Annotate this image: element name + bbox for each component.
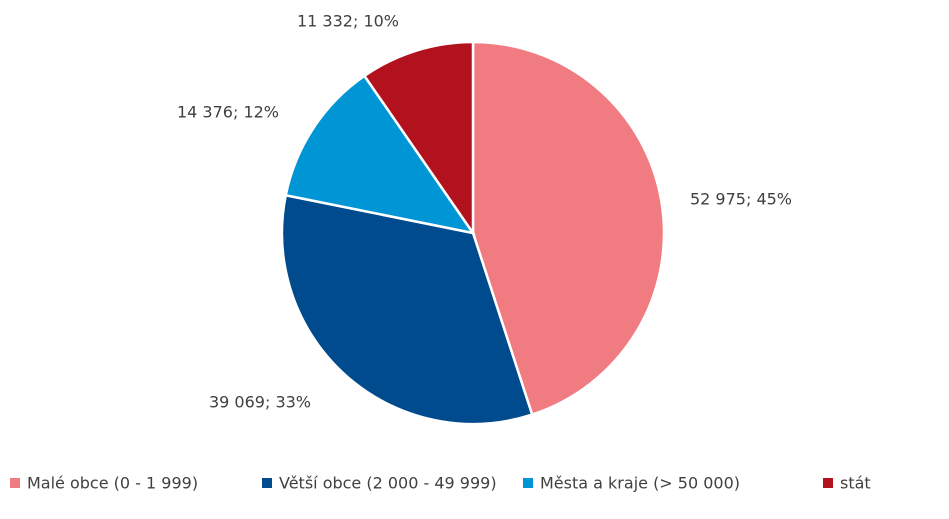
legend-label: Města a kraje (> 50 000) bbox=[540, 474, 740, 493]
data-label: 14 376; 12% bbox=[177, 103, 279, 122]
pie-slice bbox=[284, 74, 476, 235]
legend-swatch bbox=[262, 478, 272, 488]
data-label: 52 975; 45% bbox=[690, 190, 792, 209]
legend-label: stát bbox=[840, 474, 871, 493]
pie-slice bbox=[471, 40, 666, 417]
pie-slice bbox=[280, 193, 534, 426]
data-label: 11 332; 10% bbox=[297, 12, 399, 31]
legend-swatch bbox=[823, 478, 833, 488]
data-label: 39 069; 33% bbox=[209, 393, 311, 412]
legend-swatch bbox=[10, 478, 20, 488]
pie-slice bbox=[362, 40, 475, 238]
legend-label: Malé obce (0 - 1 999) bbox=[27, 474, 198, 493]
legend-swatch bbox=[523, 478, 533, 488]
legend-label: Větší obce (2 000 - 49 999) bbox=[279, 474, 497, 493]
